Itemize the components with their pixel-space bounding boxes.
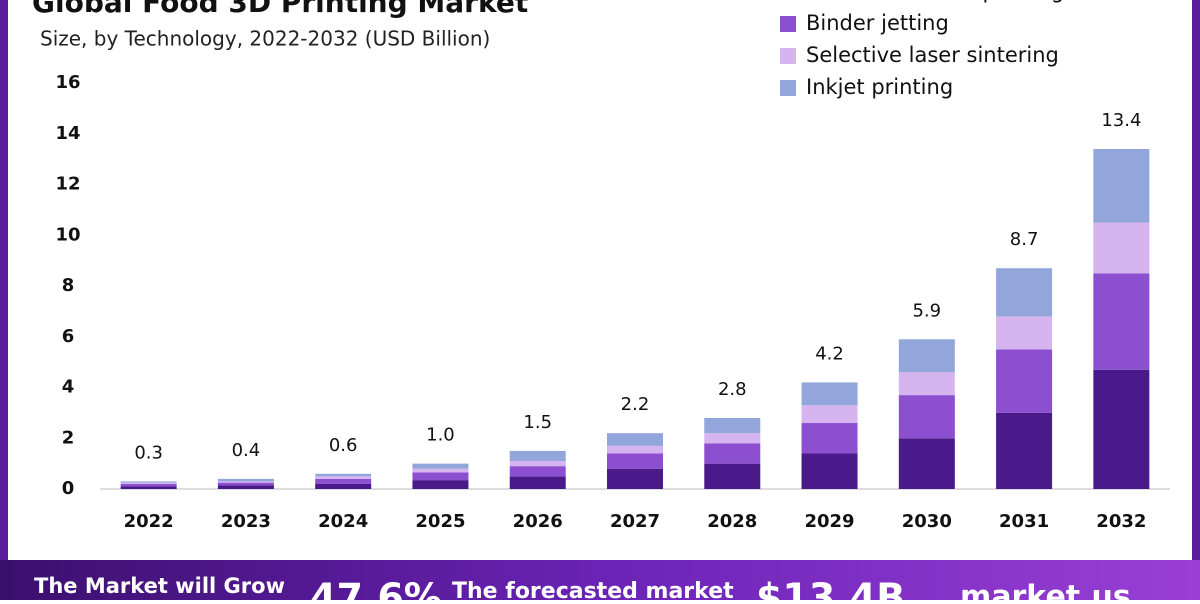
bar-segment <box>801 405 858 424</box>
bar-segment <box>1093 148 1150 223</box>
x-tick-label: 2022 <box>124 511 174 532</box>
bar-segment <box>898 395 955 439</box>
y-tick-label: 6 <box>62 326 75 347</box>
footer-cagr: 47.6% <box>310 576 442 601</box>
bar-segment <box>1093 273 1150 370</box>
total-label: 0.4 <box>232 440 261 461</box>
y-tick-label: 12 <box>55 174 80 195</box>
bar-segment <box>217 478 274 482</box>
bar-segment <box>509 461 566 467</box>
bar-segment <box>898 372 955 396</box>
x-tick-label: 2030 <box>902 511 952 532</box>
bar-segment <box>607 453 663 469</box>
y-tick-label: 8 <box>62 275 75 296</box>
bar-segment <box>704 417 761 434</box>
bar-segment <box>704 443 761 464</box>
chart-subtitle: Size, by Technology, 2022-2032 (USD Bill… <box>40 27 490 51</box>
bar-segment <box>120 482 177 484</box>
bar-segment <box>217 482 274 486</box>
bar-segment <box>801 423 858 454</box>
bar-segment <box>1093 222 1150 274</box>
total-label: 1.5 <box>523 412 552 433</box>
x-tick-label: 2032 <box>1096 511 1146 532</box>
footer-brand: market.us <box>960 580 1131 601</box>
bar-segment <box>607 468 663 489</box>
legend-swatch <box>780 80 796 96</box>
bar-segment <box>704 433 761 444</box>
footer-forecast: The forecasted market <box>452 579 734 600</box>
bar-segment <box>120 483 177 487</box>
legend-swatch <box>780 48 796 64</box>
left-border <box>0 0 8 560</box>
legend-swatch <box>780 16 796 32</box>
footer-size: $13.4B <box>756 576 905 601</box>
bar-segment <box>801 453 858 489</box>
x-tick-label: 2025 <box>415 511 465 532</box>
x-tick-label: 2031 <box>999 511 1049 532</box>
total-label: 0.3 <box>134 442 163 463</box>
bar-segment <box>996 268 1053 317</box>
bar-segment <box>412 472 469 481</box>
bar-segment <box>801 382 858 406</box>
bar-segment <box>898 339 955 373</box>
y-tick-label: 2 <box>62 427 75 448</box>
total-label: 2.2 <box>621 394 650 415</box>
total-label: 8.7 <box>1010 229 1039 250</box>
bar-segment <box>1093 369 1150 489</box>
bar-segment <box>607 445 663 454</box>
bar-segment <box>996 412 1053 489</box>
total-label: 4.2 <box>815 343 844 364</box>
y-tick-label: 4 <box>62 377 75 398</box>
total-label: 5.9 <box>912 300 941 321</box>
bar-segment <box>996 349 1053 413</box>
legend-label: Binder jetting <box>806 11 949 35</box>
x-tick-label: 2026 <box>513 511 563 532</box>
bar-segment <box>315 478 372 484</box>
bar-segment <box>412 480 469 489</box>
x-tick-label: 2023 <box>221 511 271 532</box>
bar-segment <box>315 483 372 489</box>
x-tick-label: 2028 <box>707 511 757 532</box>
total-label: 0.6 <box>329 435 358 456</box>
x-tick-label: 2024 <box>318 511 368 532</box>
bar-segment <box>607 433 663 446</box>
bar-segment <box>412 463 469 469</box>
bar-segment <box>898 438 955 489</box>
footer-banner <box>0 560 1200 600</box>
bar-segment <box>120 481 177 483</box>
bar-segment <box>412 468 469 473</box>
total-label: 1.0 <box>426 425 455 446</box>
bar-segment <box>120 486 177 489</box>
legend-label: Inkjet printing <box>806 75 953 99</box>
y-tick-label: 0 <box>62 478 75 499</box>
right-border <box>1192 0 1200 560</box>
y-tick-label: 10 <box>55 224 80 245</box>
footer-grow: The Market will Grow <box>34 574 285 598</box>
bar-segment <box>217 481 274 483</box>
y-tick-label: 16 <box>55 72 80 93</box>
bar-segment <box>217 485 274 489</box>
bar-segment <box>704 463 761 489</box>
bar-segment <box>509 476 566 489</box>
x-tick-label: 2027 <box>610 511 660 532</box>
legend-label: Extrusion-based printing <box>806 0 1064 3</box>
bar-segment <box>315 473 372 477</box>
x-tick-label: 2029 <box>804 511 854 532</box>
bar-segment <box>315 476 372 479</box>
legend-label: Selective laser sintering <box>806 43 1059 67</box>
bar-segment <box>509 466 566 477</box>
total-label: 13.4 <box>1101 110 1141 131</box>
bar-segment <box>509 450 566 462</box>
y-tick-label: 14 <box>55 123 80 144</box>
bar-segment <box>996 316 1053 350</box>
total-label: 2.8 <box>718 379 747 400</box>
chart-title: Global Food 3D Printing Market <box>32 0 528 19</box>
